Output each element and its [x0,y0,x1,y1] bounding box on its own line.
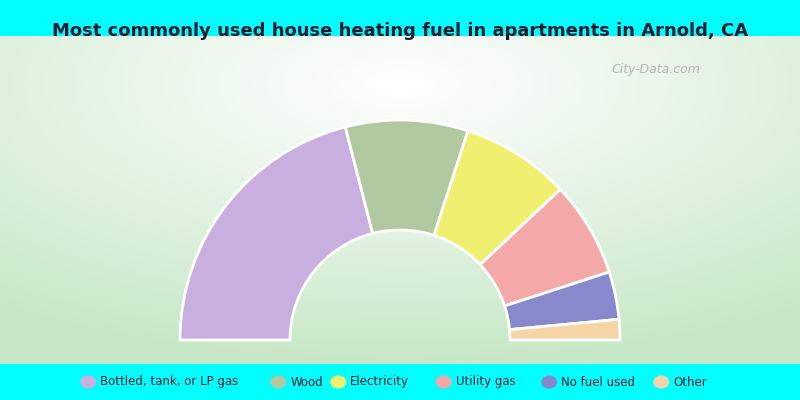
Wedge shape [180,127,373,340]
Text: Wood: Wood [290,376,323,388]
Ellipse shape [80,376,96,388]
Text: Utility gas: Utility gas [456,376,515,388]
Wedge shape [480,189,610,306]
Ellipse shape [436,376,452,388]
Wedge shape [346,120,468,235]
Text: Most commonly used house heating fuel in apartments in Arnold, CA: Most commonly used house heating fuel in… [52,22,748,40]
Text: Other: Other [674,376,707,388]
Ellipse shape [330,376,346,388]
Ellipse shape [542,376,558,388]
Text: Bottled, tank, or LP gas: Bottled, tank, or LP gas [100,376,238,388]
Ellipse shape [270,376,286,388]
Text: City-Data.com: City-Data.com [611,64,701,76]
Text: Electricity: Electricity [350,376,410,388]
Wedge shape [505,272,619,330]
Wedge shape [434,131,560,265]
Wedge shape [510,319,620,340]
Ellipse shape [654,376,670,388]
Text: No fuel used: No fuel used [562,376,635,388]
